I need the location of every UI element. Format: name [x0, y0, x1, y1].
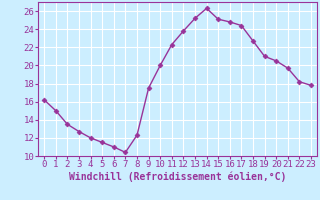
X-axis label: Windchill (Refroidissement éolien,°C): Windchill (Refroidissement éolien,°C)	[69, 172, 286, 182]
